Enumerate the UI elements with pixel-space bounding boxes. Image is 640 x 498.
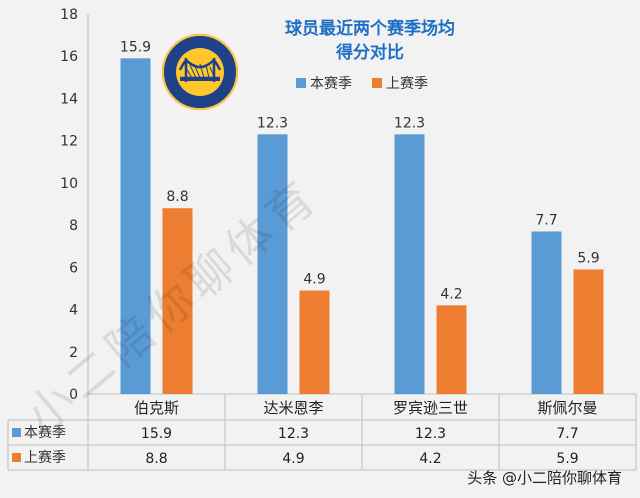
bar-data-label: 12.3 bbox=[257, 115, 288, 131]
table-key-this-season bbox=[12, 428, 21, 437]
table-cell: 4.2 bbox=[419, 451, 441, 467]
bar-last-season bbox=[573, 269, 604, 394]
chart-title-line2: 得分对比 bbox=[335, 42, 404, 63]
table-cell: 12.3 bbox=[278, 426, 309, 442]
table-key-last-season bbox=[12, 453, 21, 462]
y-tick-label: 18 bbox=[60, 7, 78, 23]
y-tick-label: 2 bbox=[69, 345, 78, 361]
y-tick-label: 12 bbox=[60, 134, 78, 150]
bar-this-season bbox=[394, 134, 425, 395]
x-category-label: 罗宾逊三世 bbox=[393, 399, 468, 417]
bar-data-label: 7.7 bbox=[535, 212, 557, 228]
bar-data-label: 12.3 bbox=[394, 115, 425, 131]
footer-credit: 头条 @小二陪你聊体育 bbox=[467, 469, 622, 487]
legend-label-this-season: 本赛季 bbox=[310, 76, 352, 92]
table-cell: 8.8 bbox=[145, 451, 167, 467]
legend-swatch-last-season bbox=[372, 78, 382, 88]
y-tick-label: 14 bbox=[60, 91, 78, 107]
table-cell: 7.7 bbox=[556, 426, 578, 442]
table-label-this-season: 本赛季 bbox=[24, 425, 66, 441]
y-tick-label: 6 bbox=[69, 260, 78, 276]
bar-data-label: 4.2 bbox=[440, 286, 462, 302]
data-table-grid bbox=[7, 394, 637, 471]
table-cell: 12.3 bbox=[415, 426, 446, 442]
table-cell: 5.9 bbox=[556, 451, 578, 467]
bar-last-season bbox=[299, 290, 330, 394]
bar-data-label: 5.9 bbox=[577, 250, 599, 266]
table-cell: 15.9 bbox=[141, 426, 172, 442]
bar-data-label: 8.8 bbox=[166, 189, 188, 205]
bar-last-season bbox=[436, 305, 467, 394]
x-category-label: 斯佩尔曼 bbox=[537, 399, 597, 417]
warriors-logo bbox=[162, 34, 238, 110]
bar-last-season bbox=[162, 208, 193, 394]
y-tick-label: 4 bbox=[69, 303, 78, 319]
bar-this-season bbox=[531, 231, 562, 394]
legend-swatch-this-season bbox=[296, 78, 306, 88]
bar-this-season bbox=[120, 58, 151, 394]
table-cell: 4.9 bbox=[282, 451, 304, 467]
bar-data-label: 15.9 bbox=[120, 39, 151, 55]
x-category-label: 伯克斯 bbox=[134, 399, 179, 417]
table-label-last-season: 上赛季 bbox=[24, 450, 66, 466]
bar-data-label: 4.9 bbox=[303, 272, 325, 288]
y-tick-label: 16 bbox=[60, 49, 78, 65]
x-category-label: 达米恩李 bbox=[263, 399, 323, 417]
legend-label-last-season: 上赛季 bbox=[386, 76, 428, 92]
chart-title-line1: 球员最近两个赛季场均 bbox=[285, 18, 455, 39]
y-tick-label: 10 bbox=[60, 176, 78, 192]
y-tick-label: 8 bbox=[69, 218, 78, 234]
y-tick-label: 0 bbox=[69, 387, 78, 403]
bar-this-season bbox=[257, 134, 288, 395]
